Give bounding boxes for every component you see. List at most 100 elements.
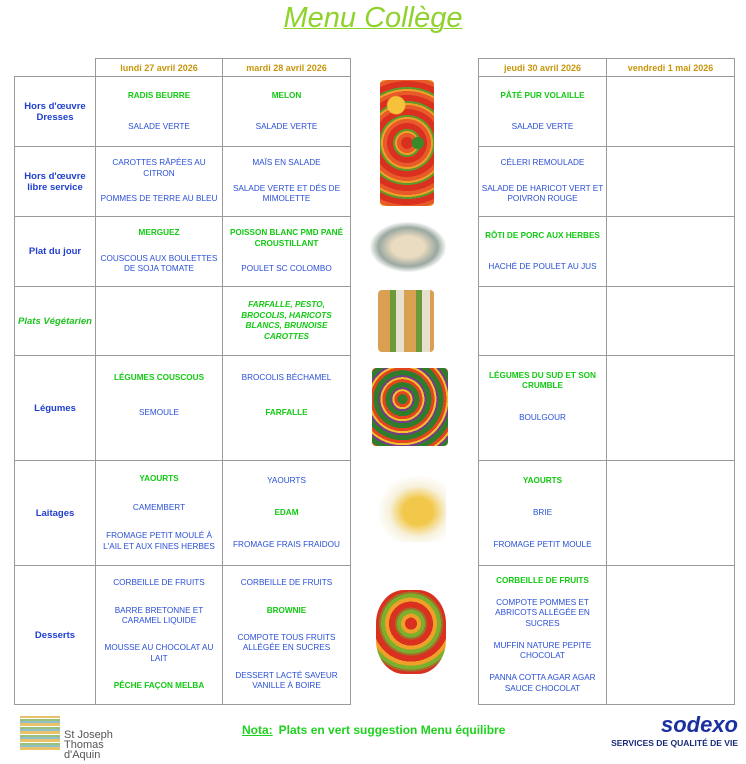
menu-item: MELON [271, 91, 302, 100]
menu-cell: MAÏS EN SALADE SALADE VERTE ET DÉS DE MIM… [222, 146, 351, 217]
menu-item: MUFFIN NATURE PEPITE CHOCOLAT [493, 640, 592, 661]
menu-item: YAOURTS [267, 475, 306, 485]
menu-item: CAROTTES RÂPÉES AU CITRON [112, 158, 206, 178]
menu-cell: RADIS BEURRE SALADE VERTE [95, 76, 223, 147]
cheese-image [376, 474, 446, 542]
sodexo-logo: sodexo SERVICES DE QUALITÉ DE VIE [592, 712, 738, 748]
menu-item: POMMES DE TERRE AU BLEU [100, 194, 218, 204]
menu-item: PÂTÉ PUR VOLAILLE [500, 91, 585, 100]
menu-item: LÉGUMES DU SUD ET SON CRUMBLE [489, 370, 596, 391]
day-header: lundi 27 avril 2026 [95, 58, 223, 77]
menu-item: SALADE VERTE ET DÉS DE MIMOLETTE [232, 183, 341, 204]
menu-cell: MERGUEZ COUSCOUS AUX BOULETTES DE SOJA TO… [95, 216, 223, 287]
tomatoes-image [380, 80, 434, 206]
menu-item: FROMAGE FRAIS FRAIDOU [233, 539, 340, 549]
fruit-basket-image [376, 590, 446, 674]
menu-item: RÔTI DE PORC AUX HERBES [485, 231, 600, 240]
menu-cell: CORBEILLE DE FRUITS COMPOTE POMMES ET ABR… [478, 565, 607, 705]
menu-item: CORBEILLE DE FRUITS [240, 578, 333, 588]
row-label-text: Hors d'œuvre libre service [24, 170, 86, 193]
school-logo-text: St Joseph Thomas d'Aquin [64, 729, 113, 761]
menu-item: BARRE BRETONNE ET CARAMEL LIQUIDE [114, 605, 204, 626]
menu-item: PÊCHE FAÇON MELBA [113, 681, 205, 691]
menu-item: SALADE VERTE [128, 121, 190, 131]
menu-item: POISSON BLANC PMD PANÉ CROUSTILLANT [229, 228, 344, 248]
menu-cell: LÉGUMES COUSCOUS SEMOULE [95, 355, 223, 461]
menu-item: SEMOULE [138, 408, 180, 417]
school-logo: St Joseph Thomas d'Aquin [18, 714, 140, 761]
menu-item: YAOURTS [139, 474, 179, 483]
row-label-text: Hors d'œuvre Dresses [24, 100, 86, 123]
menu-cell: RÔTI DE PORC AUX HERBES HACHÉ DE POULET A… [478, 216, 607, 287]
row-label: Hors d'œuvre Dresses [14, 76, 96, 147]
menu-cell [606, 565, 735, 705]
school-logo-mark [20, 716, 60, 750]
menu-cell: CÉLERI REMOULADE SALADE DE HARICOT VERT E… [478, 146, 607, 217]
menu-cell: YAOURTS BRIE FROMAGE PETIT MOULE [478, 460, 607, 566]
menu-item: SALADE DE HARICOT VERT ET POIVRON ROUGE [481, 183, 604, 204]
sodexo-wordmark: sodexo [660, 712, 738, 737]
menu-item: FARFALLE, PESTO, BROCOLIS, HARICOTS BLAN… [241, 300, 332, 341]
menu-cell [606, 460, 735, 566]
menu-item: MOUSSE AU CHOCOLAT AU LAIT [104, 643, 214, 663]
menu-item: PANNA COTTA AGAR AGAR SAUCE CHOCOLAT [489, 673, 596, 693]
menu-cell [606, 286, 735, 356]
nota-label: Nota: [242, 723, 273, 737]
menu-item: DESSERT LACTÉ SAVEUR VANILLE À BOIRE [235, 670, 338, 691]
menu-item: BRIE [532, 507, 553, 517]
menu-item: CÉLERI REMOULADE [500, 158, 585, 168]
menu-item: BROWNIE [266, 605, 307, 615]
menu-cell: CORBEILLE DE FRUITS BROWNIE COMPOTE TOUS F… [222, 565, 351, 705]
menu-cell: MELON SALADE VERTE [222, 76, 351, 147]
menu-cell: POISSON BLANC PMD PANÉ CROUSTILLANT POULE… [222, 216, 351, 287]
nota-note: Nota: Plats en vert suggestion Menu équil… [242, 723, 505, 737]
row-label: Desserts [14, 565, 96, 705]
menu-item: CAMEMBERT [132, 502, 186, 512]
menu-cell: CORBEILLE DE FRUITS BARRE BRETONNE ET CAR… [95, 565, 223, 705]
page-title: Menu Collège [283, 2, 463, 34]
row-label-text: Desserts [34, 629, 76, 641]
menu-cell: PÂTÉ PUR VOLAILLE SALADE VERTE [478, 76, 607, 147]
day-header: mardi 28 avril 2026 [222, 58, 351, 77]
menu-cell [606, 146, 735, 217]
day-header: vendredi 1 mai 2026 [606, 58, 735, 77]
menu-item: LÉGUMES COUSCOUS [113, 372, 205, 382]
sodexo-tagline: SERVICES DE QUALITÉ DE VIE [611, 738, 738, 748]
menu-item: FARFALLE [265, 408, 308, 417]
menu-cell [606, 355, 735, 461]
menu-item: MERGUEZ [138, 228, 180, 238]
vegetarian-dishes-image [378, 290, 434, 352]
menu-item: FROMAGE PETIT MOULE [493, 539, 592, 549]
menu-item: MAÏS EN SALADE [252, 158, 321, 168]
menu-item: COUSCOUS AUX BOULETTES DE SOJA TOMATE [100, 253, 218, 274]
menu-cell: CAROTTES RÂPÉES AU CITRON POMMES DE TERRE… [95, 146, 223, 217]
menu-item: CORBEILLE DE FRUITS [113, 578, 205, 588]
menu-item: CORBEILLE DE FRUITS [496, 575, 589, 585]
row-label: Hors d'œuvre libre service [14, 146, 96, 217]
vegetables-image [372, 368, 448, 446]
fish-dish-image [370, 222, 446, 272]
menu-cell [478, 286, 607, 356]
menu-cell: BROCOLIS BÉCHAMEL FARFALLE [222, 355, 351, 461]
menu-item: SALADE VERTE [255, 121, 318, 131]
menu-item: EDAM [274, 507, 299, 517]
menu-item: YAOURTS [522, 475, 563, 485]
menu-item: FROMAGE PETIT MOULÉ À L'AIL ET AUX FINES… [103, 531, 215, 551]
day-header: jeudi 30 avril 2026 [478, 58, 607, 77]
menu-cell: LÉGUMES DU SUD ET SON CRUMBLE BOULGOUR [478, 355, 607, 461]
menu-item: BROCOLIS BÉCHAMEL [241, 372, 332, 382]
menu-cell [95, 286, 223, 356]
row-label: Plats Végétarien [14, 286, 96, 356]
row-label: Plat du jour [14, 216, 96, 287]
row-label: Légumes [14, 355, 96, 461]
menu-item: COMPOTE POMMES ET ABRICOTS ALLÉGÉE EN SU… [495, 597, 590, 628]
row-label-text: Plat du jour [28, 246, 82, 257]
row-label-text: Laitages [35, 507, 75, 519]
menu-cell [606, 216, 735, 287]
menu-item: POULET SC COLOMBO [241, 264, 332, 274]
menu-cell [606, 76, 735, 147]
menu-cell: FARFALLE, PESTO, BROCOLIS, HARICOTS BLAN… [222, 286, 351, 356]
menu-item: COMPOTE TOUS FRUITS ALLÉGÉE EN SUCRES [237, 632, 336, 653]
nota-text: Plats en vert suggestion Menu équilibre [278, 723, 506, 737]
